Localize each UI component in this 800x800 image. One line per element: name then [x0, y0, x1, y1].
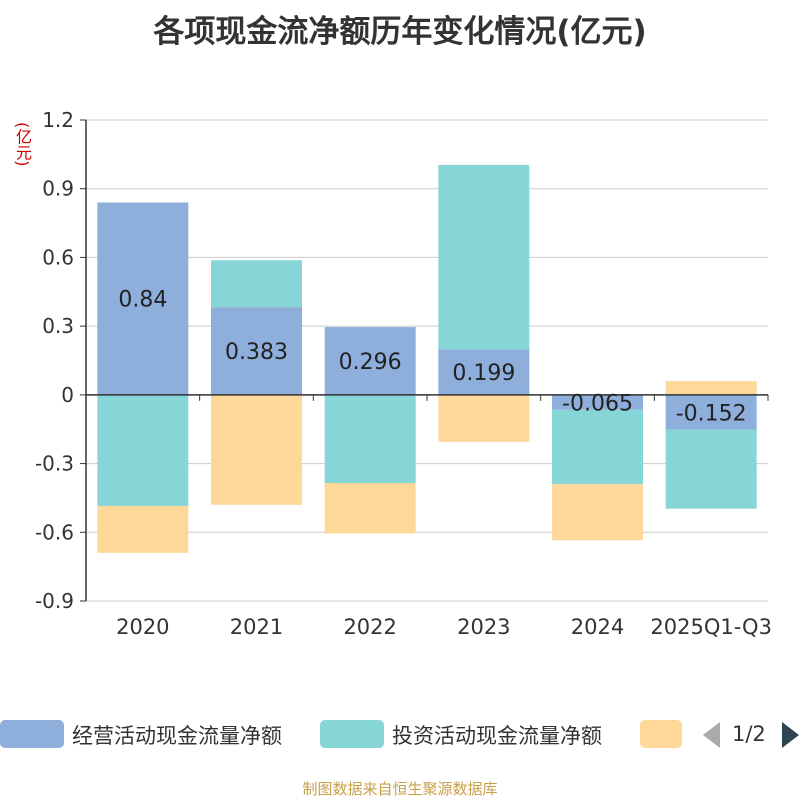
data-source: 制图数据来自恒生聚源数据库	[302, 780, 498, 798]
bar-series1-2023	[438, 164, 530, 350]
chart-title: 各项现金流净额历年变化情况(亿元)	[153, 14, 647, 50]
y-tick-label: 0.9	[42, 177, 74, 201]
bar-series0-2020	[97, 202, 189, 395]
bar-series2-2021	[211, 394, 302, 505]
y-axis-unit: (亿元)	[13, 122, 32, 167]
data-label: 0.296	[339, 350, 402, 375]
y-tick-label: 1.2	[42, 108, 74, 132]
x-tick-label: 2020	[116, 615, 169, 639]
legend-pager: 1/2	[700, 720, 800, 750]
bar-series0-2023	[438, 349, 530, 395]
x-tick-label: 2023	[457, 615, 510, 639]
data-label: -0.065	[562, 391, 633, 416]
bar-series0-2022	[324, 327, 416, 395]
bar-series1-2021	[211, 260, 302, 308]
legend-swatch-investing	[320, 720, 384, 748]
y-tick-label: -0.9	[35, 589, 74, 613]
bar-series2-2024	[552, 484, 643, 541]
bar-series2-2025Q1-Q3	[665, 381, 757, 395]
y-tick-label: -0.6	[35, 520, 74, 544]
next-page-icon[interactable]	[782, 722, 799, 748]
bar-series0-2024	[552, 394, 643, 410]
data-label: 0.84	[118, 288, 167, 313]
legend-label-operating: 经营活动现金流量净额	[72, 724, 282, 748]
legend: 经营活动现金流量净额 投资活动现金流量净额 1/2	[0, 714, 800, 754]
legend-page-number: 1/2	[732, 722, 766, 746]
y-tick-label: 0.6	[42, 245, 74, 269]
stacked-bar-chart: 1.2 0.9 0.6 0.3 0 -0.3 -0.6 -0.9 2020 2021 2022 202…	[35, 108, 772, 639]
bar-series1-2022	[324, 394, 416, 484]
legend-label-investing: 投资活动现金流量净额	[392, 724, 602, 748]
x-tick-label: 2024	[571, 615, 624, 639]
data-label: -0.152	[676, 401, 747, 426]
bar-series1-2020	[97, 394, 189, 506]
y-tick-label: 0	[61, 383, 74, 407]
x-tick-label: 2021	[230, 615, 283, 639]
bar-series2-2020	[97, 505, 189, 553]
prev-page-icon[interactable]	[703, 722, 720, 748]
bar-series0-2025Q1-Q3	[665, 394, 757, 430]
bar-series1-2024	[552, 409, 643, 485]
bar-series0-2021	[211, 307, 302, 395]
bar-series1-2025Q1-Q3	[665, 429, 757, 509]
x-tick-label: 2025Q1-Q3	[650, 615, 772, 639]
y-tick-label: -0.3	[35, 452, 74, 476]
bar-series2-2023	[438, 394, 530, 442]
x-tick-label: 2022	[343, 615, 396, 639]
data-label: 0.383	[225, 340, 288, 365]
legend-swatch-operating	[0, 720, 64, 748]
bar-series2-2022	[324, 483, 416, 534]
data-label: 0.199	[452, 361, 515, 386]
y-tick-label: 0.3	[42, 314, 74, 338]
legend-swatch-financing	[640, 720, 682, 748]
